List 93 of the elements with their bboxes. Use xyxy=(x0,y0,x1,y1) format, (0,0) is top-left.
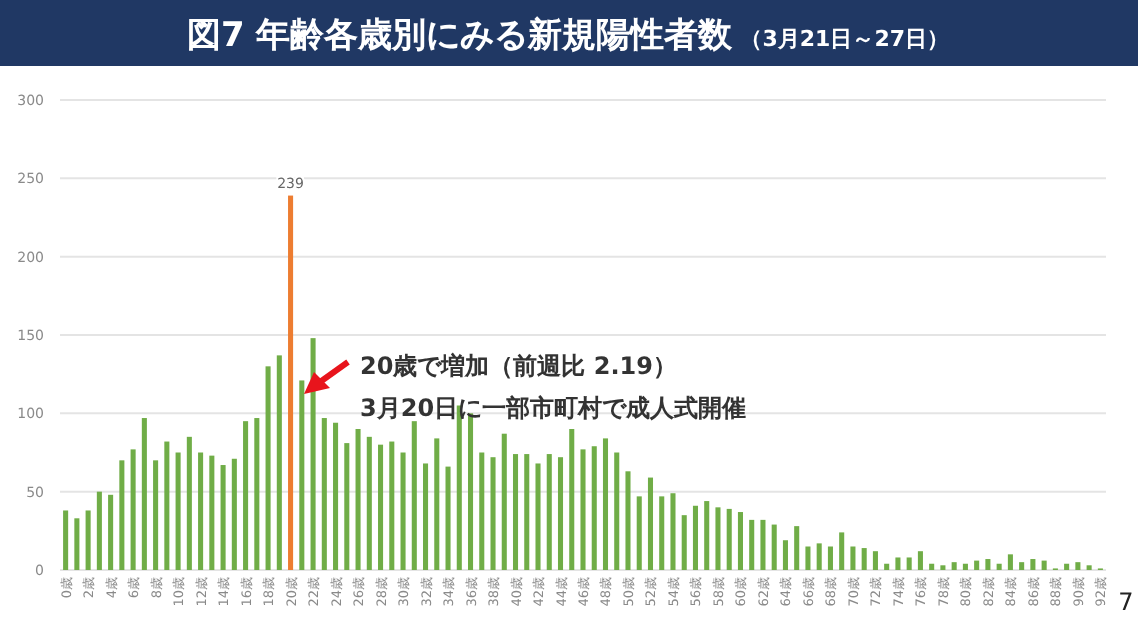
bar xyxy=(647,477,654,570)
bar xyxy=(839,532,845,570)
bar xyxy=(479,452,485,570)
bar xyxy=(423,463,429,570)
bar xyxy=(782,540,788,570)
bar xyxy=(344,443,350,570)
bar xyxy=(130,449,136,570)
bar xyxy=(276,355,282,570)
bar xyxy=(310,338,316,570)
bar xyxy=(411,421,417,570)
bar xyxy=(141,418,147,570)
bar xyxy=(962,563,968,570)
bar xyxy=(434,438,440,570)
bar xyxy=(659,496,665,570)
bar xyxy=(445,466,451,570)
bar xyxy=(974,560,980,570)
bar xyxy=(614,452,620,570)
bar xyxy=(546,454,552,570)
bar xyxy=(895,557,901,570)
bar xyxy=(951,562,957,570)
bar xyxy=(108,494,114,570)
bar xyxy=(580,449,586,570)
bar xyxy=(1064,563,1070,570)
text: 7 xyxy=(1118,588,1134,616)
bar xyxy=(760,519,766,570)
bar xyxy=(1075,562,1081,570)
bar xyxy=(929,563,935,570)
bar xyxy=(243,421,249,570)
bar xyxy=(557,457,564,570)
bar xyxy=(254,418,260,570)
bar xyxy=(1030,559,1036,570)
bar xyxy=(119,460,125,570)
bar xyxy=(164,441,170,570)
bar xyxy=(512,454,519,570)
bar xyxy=(389,441,395,570)
bar xyxy=(299,380,305,570)
bar xyxy=(602,438,609,570)
bar xyxy=(490,457,496,570)
bar xyxy=(85,510,91,570)
bar xyxy=(456,405,462,570)
bar xyxy=(872,551,878,570)
bar xyxy=(985,559,991,570)
bar xyxy=(805,546,811,570)
bar xyxy=(906,557,912,570)
bar xyxy=(726,508,732,570)
bar xyxy=(816,543,822,570)
bar xyxy=(535,463,541,570)
bar xyxy=(704,501,710,570)
chart-title: 図7 年齢各歳別にみる新規陽性者数 xyxy=(186,16,735,56)
bar xyxy=(153,460,159,570)
bar xyxy=(715,507,721,570)
bar xyxy=(749,519,755,570)
bar xyxy=(231,458,237,570)
annotation: 3月20日に一部市町村で成人式開催 xyxy=(360,394,747,422)
chart-subtitle: （3月21日～27日） xyxy=(740,26,950,52)
bar xyxy=(636,496,642,570)
bar xyxy=(861,548,867,570)
bar xyxy=(321,418,327,570)
bar xyxy=(63,510,69,570)
bar xyxy=(524,454,530,570)
bar xyxy=(737,512,743,570)
bar xyxy=(220,465,226,570)
bar xyxy=(996,563,1002,570)
bar xyxy=(794,526,800,570)
bar xyxy=(670,493,676,570)
bar xyxy=(884,563,890,570)
bar xyxy=(366,436,372,570)
bar xyxy=(850,546,856,570)
bar xyxy=(1019,562,1025,570)
annotation: 20歳で増加（前週比 2.19） xyxy=(360,352,677,380)
bar xyxy=(400,452,406,570)
bar xyxy=(692,505,698,570)
bar xyxy=(333,422,339,570)
bar xyxy=(771,524,777,570)
bar xyxy=(74,518,80,570)
bar xyxy=(186,436,192,570)
bar xyxy=(209,455,215,570)
bar xyxy=(917,551,923,570)
bar xyxy=(1041,560,1047,570)
bar xyxy=(198,452,204,570)
bar xyxy=(591,446,597,570)
bar xyxy=(175,452,181,570)
bar xyxy=(355,429,361,570)
bar xyxy=(681,515,687,570)
bar xyxy=(288,195,294,570)
bar xyxy=(827,546,833,570)
bar xyxy=(569,429,575,570)
bar xyxy=(378,444,384,570)
bar xyxy=(96,491,102,570)
bar xyxy=(1007,554,1013,570)
bar xyxy=(625,471,631,570)
bar xyxy=(265,366,271,570)
bar xyxy=(501,433,507,570)
